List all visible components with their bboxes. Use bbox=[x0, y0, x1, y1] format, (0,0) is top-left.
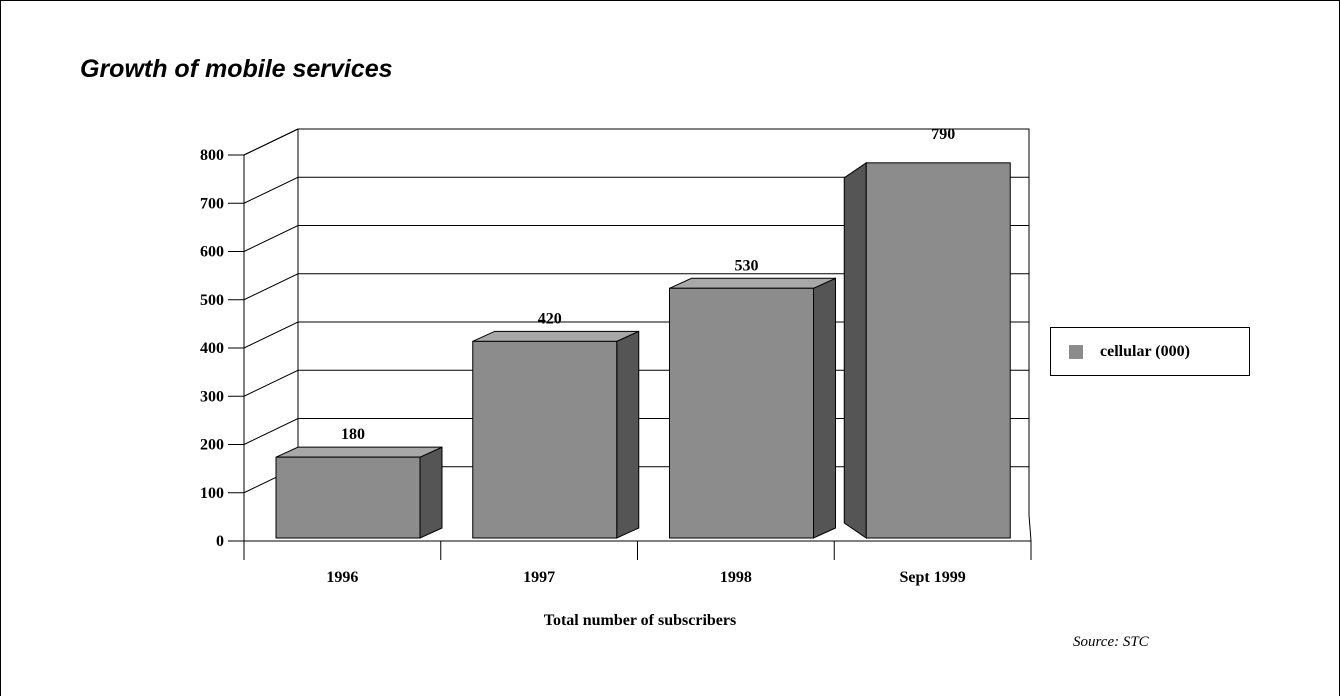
gridline bbox=[243, 225, 1029, 252]
x-tick-label: 1996 bbox=[326, 569, 358, 586]
bar-3 bbox=[669, 277, 836, 539]
bar-top bbox=[669, 277, 836, 289]
y-tick-label: 0 bbox=[216, 533, 224, 550]
bar-side bbox=[813, 277, 836, 539]
data-label: 790 bbox=[931, 126, 955, 143]
gridline bbox=[243, 176, 1029, 204]
x-tick-label: 1998 bbox=[720, 569, 752, 586]
y-tick-label: 700 bbox=[200, 195, 224, 212]
bar-side bbox=[419, 446, 443, 539]
legend-label: cellular (000) bbox=[1100, 342, 1190, 360]
bar-front bbox=[865, 162, 1011, 539]
bar-side bbox=[843, 161, 867, 539]
source-note: Source: STC bbox=[1073, 634, 1149, 650]
y-tick-label: 200 bbox=[200, 437, 224, 454]
data-label: 180 bbox=[341, 426, 365, 443]
data-label: 420 bbox=[538, 310, 562, 327]
data-label: 530 bbox=[735, 257, 759, 274]
bar-front bbox=[472, 340, 618, 539]
bar-top bbox=[275, 446, 443, 458]
legend-swatch bbox=[1069, 344, 1083, 359]
x-tick-label: Sept 1999 bbox=[900, 569, 966, 586]
floor-right-edge bbox=[1028, 514, 1032, 542]
bar-2 bbox=[472, 330, 640, 539]
bar-1 bbox=[275, 446, 443, 539]
y-tick-label: 300 bbox=[200, 388, 224, 405]
legend: cellular (000) bbox=[1050, 327, 1250, 376]
y-tick-label: 600 bbox=[200, 244, 224, 261]
y-tick-label: 400 bbox=[200, 340, 224, 357]
gridline bbox=[243, 273, 1029, 301]
x-tick-label: 1997 bbox=[523, 569, 555, 586]
y-tick-label: 500 bbox=[200, 292, 224, 309]
bar-top bbox=[472, 330, 639, 342]
y-tick-label: 100 bbox=[200, 485, 224, 502]
bar-front bbox=[669, 287, 814, 539]
bar-front bbox=[275, 456, 421, 539]
chart-title: Growth of mobile services bbox=[80, 55, 393, 83]
x-axis-label: Total number of subscribers bbox=[543, 612, 737, 629]
bar-side bbox=[616, 330, 640, 539]
bars-layer bbox=[275, 161, 1011, 539]
gridline bbox=[243, 128, 1029, 156]
y-tick-label: 800 bbox=[200, 147, 224, 164]
bar-4 bbox=[843, 161, 1011, 539]
